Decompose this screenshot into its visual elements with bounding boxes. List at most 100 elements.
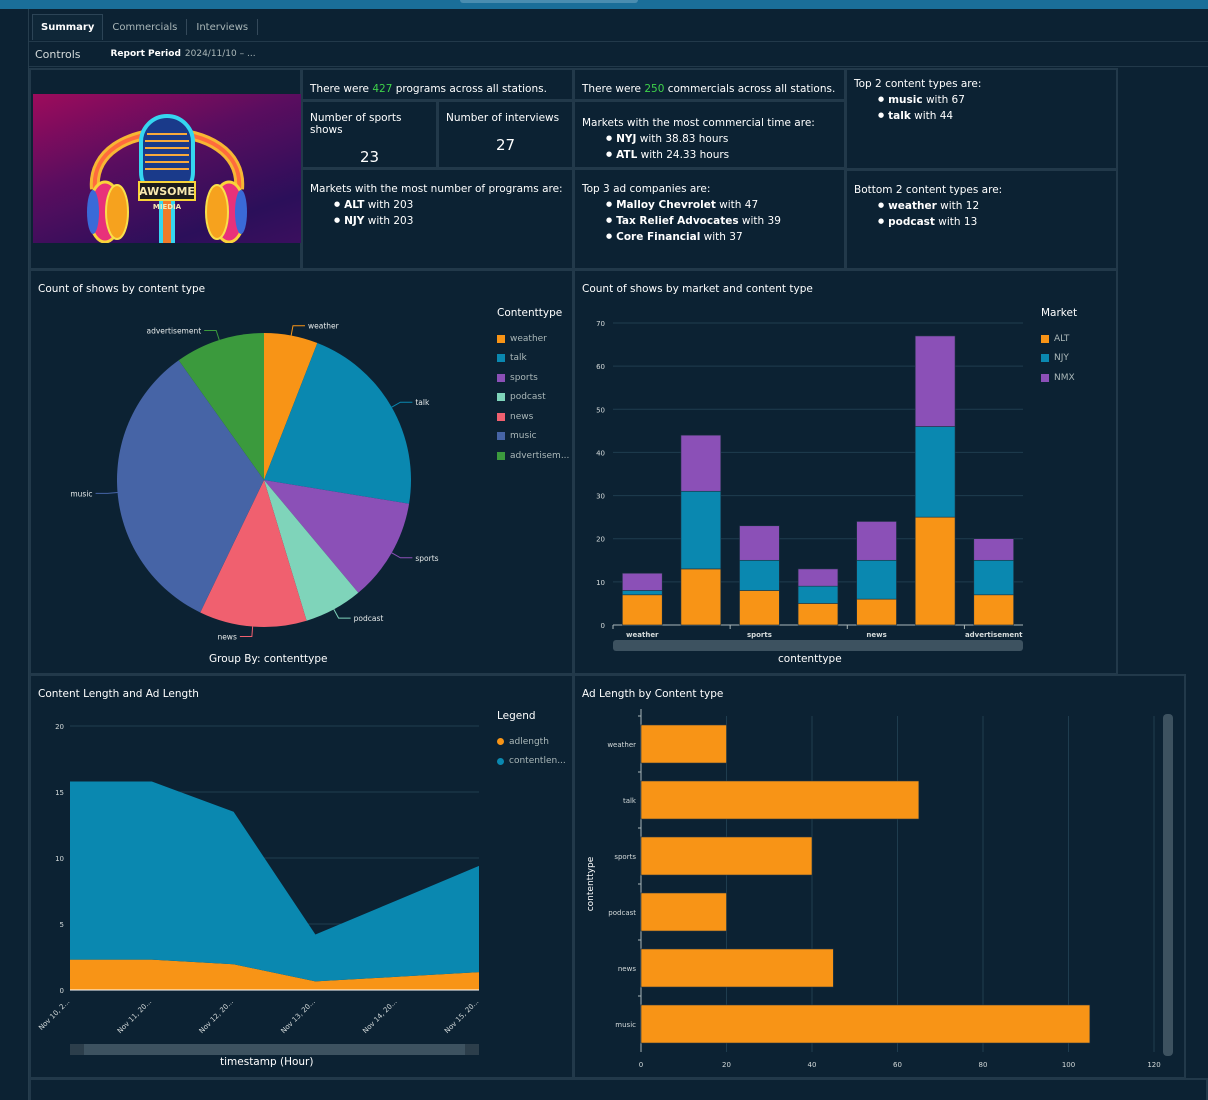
tab-commercials[interactable]: Commercials [103, 19, 188, 35]
pie-leader-line [95, 491, 118, 494]
legend-swatch [497, 393, 505, 402]
top-handle[interactable] [460, 0, 638, 3]
logo-panel: AWSOME MIEDIA [29, 68, 302, 270]
controls-toggle[interactable]: Controls [35, 47, 81, 61]
bar-segment-weather-NJY [622, 590, 663, 596]
pie-slice-advertisement [178, 333, 264, 480]
legend-item[interactable]: news [497, 407, 569, 427]
legend-swatch [497, 354, 505, 363]
chart-title: Ad Length by Content type [582, 688, 724, 700]
kpi-bottom-content: Bottom 2 content types are: weather with… [845, 169, 1118, 270]
programs-prefix: There were [310, 83, 373, 95]
commercials-suffix: commercials across all stations. [664, 83, 836, 95]
pie-chart[interactable]: weather talk sports podcast news music adverti… [31, 271, 491, 671]
kpi-programs: There were 427 programs across all stati… [301, 68, 574, 101]
pie-slice-music [117, 360, 264, 613]
area-chart[interactable]: 0 5 10 15 20 Nov 10, 2... Nov 11, 20... Nov 12,… [31, 676, 491, 1076]
bar-segment-weather-ALT [622, 594, 663, 626]
legend-item[interactable]: talk [497, 349, 569, 369]
report-period-label[interactable]: Report Period [110, 49, 181, 59]
list-item: Core Financial with 37 [606, 229, 837, 245]
legend-label: adlength [509, 736, 549, 747]
x-tick-label: 60 [893, 1061, 902, 1069]
top-ad-companies-title: Top 3 ad companies are: [582, 183, 711, 195]
y-tick-label: 15 [55, 789, 64, 797]
svg-text:MIEDIA: MIEDIA [153, 203, 182, 211]
pie-data-label: talk [415, 398, 430, 407]
x-tick-label: 120 [1147, 1061, 1160, 1069]
legend-label: contentlen... [509, 756, 566, 767]
x-tick-label: 40 [808, 1061, 817, 1069]
microphone-headphones-icon: AWSOME MIEDIA [87, 114, 247, 243]
bar-segment-talk-NMX [680, 434, 722, 492]
sbar-xlabel: contenttype [778, 653, 842, 665]
area-legend: Legend adlength contentlen... [497, 710, 566, 771]
bar-weather [640, 724, 727, 764]
legend-swatch [1041, 334, 1049, 343]
x-tick-label: Nov 11, 20... [116, 998, 153, 1035]
tab-interviews[interactable]: Interviews [187, 19, 259, 35]
pie-data-label: news [217, 633, 237, 642]
pie-leader-line [333, 609, 351, 619]
list-item: weather with 12 [878, 198, 1109, 214]
legend-swatch [1041, 373, 1049, 382]
bar-news [640, 948, 834, 988]
x-tick-label: sports [747, 631, 772, 639]
bar-segment-advertisement-NMX [973, 538, 1014, 561]
bar-sports [640, 836, 813, 876]
commercials-count: 250 [644, 83, 665, 95]
bar-segment-talk-ALT [680, 568, 722, 626]
legend-title: Market [1041, 307, 1078, 319]
dashboard-frame [28, 9, 1208, 1100]
legend-swatch [497, 757, 504, 765]
y-tick-label: 70 [596, 320, 605, 328]
bar-segment-podcast-ALT [797, 603, 839, 626]
legend-label: NJY [1054, 353, 1069, 364]
y-axis-label: contenttype [586, 856, 596, 911]
top-markets-title: Markets with the most number of programs… [310, 183, 563, 195]
legend-label: ALT [1054, 333, 1070, 344]
legend-item[interactable]: ALT [1041, 329, 1077, 349]
bar-segment-music-ALT [914, 516, 956, 626]
x-tick-label: Nov 14, 20... [361, 998, 398, 1035]
sports-shows-label: Number of sports shows [310, 112, 402, 136]
horizontal-bar-chart[interactable]: 0 20 40 60 80 100 120 weather talk sports podcast n… [575, 676, 1184, 1076]
kpi-interviews: Number of interviews 27 [437, 100, 574, 169]
browser-top-bar [0, 0, 1208, 9]
legend-item[interactable]: sports [497, 368, 569, 388]
x-tick-label: Nov 15, 20... [443, 998, 480, 1035]
pie-leader-line [391, 401, 413, 408]
legend-item[interactable]: advertisem... [497, 446, 569, 466]
x-tick-label: 20 [722, 1061, 731, 1069]
bar-music [640, 1004, 1091, 1044]
list-item: Tax Relief Advocates with 39 [606, 213, 837, 229]
legend-item[interactable]: contentlen... [497, 752, 566, 772]
bar-segment-music-NMX [914, 335, 956, 427]
kpi-top-content: Top 2 content types are: music with 67 t… [845, 68, 1118, 170]
area-adlength [70, 959, 479, 990]
report-period-value[interactable]: 2024/11/10 – ... [184, 49, 256, 59]
legend-item[interactable]: adlength [497, 732, 566, 752]
legend-item[interactable]: NJY [1041, 349, 1077, 369]
pie-slice-sports [264, 480, 410, 593]
legend-item[interactable]: music [497, 427, 569, 447]
legend-label: weather [510, 333, 547, 344]
list-item: podcast with 13 [878, 214, 1109, 230]
list-item: Malloy Chevrolet with 47 [606, 197, 837, 213]
x-tick-label: advertisement [965, 631, 1023, 639]
stacked-bar-chart[interactable]: 0 10 20 30 40 50 60 70 weather sports news advertis… [575, 271, 1035, 671]
y-tick-label: 50 [596, 406, 605, 414]
tab-summary[interactable]: Summary [32, 14, 104, 40]
area-contentlength [70, 781, 479, 982]
legend-item[interactable]: NMX [1041, 368, 1077, 388]
bar-talk [640, 780, 920, 820]
pie-leader-line [204, 329, 220, 341]
legend-item[interactable]: weather [497, 329, 569, 349]
bar-segment-sports-ALT [739, 590, 780, 626]
legend-swatch [497, 432, 505, 441]
legend-title: Legend [497, 710, 536, 722]
chart-title: Count of shows by market and content typ… [582, 283, 813, 295]
pie-chart-panel: Count of shows by content type weather ta… [29, 269, 574, 675]
pie-leader-line [239, 626, 254, 638]
legend-item[interactable]: podcast [497, 388, 569, 408]
